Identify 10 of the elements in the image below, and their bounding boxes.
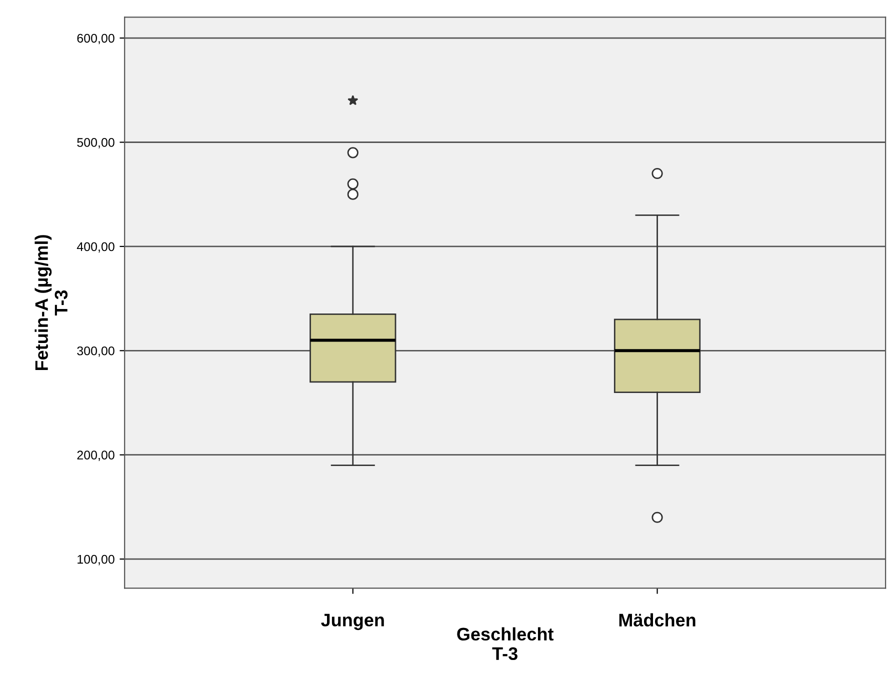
y-tick-label: 200,00 [77,450,114,461]
y-tick-label: 400,00 [76,242,114,253]
x-tick-label: Mädchen [619,613,696,626]
y-tick-label: 100,00 [78,554,114,566]
x-tick-label: Jungen [321,614,384,630]
y-tick-label: 500,00 [77,138,114,148]
x-axis-title: Geschlecht T-3 [457,627,554,660]
y-tick-label: 300,00 [77,346,114,357]
y-tick-label: 600,00 [77,34,114,44]
y-axis-title: Fetuin-A (µg/ml) T-3 [34,235,68,370]
